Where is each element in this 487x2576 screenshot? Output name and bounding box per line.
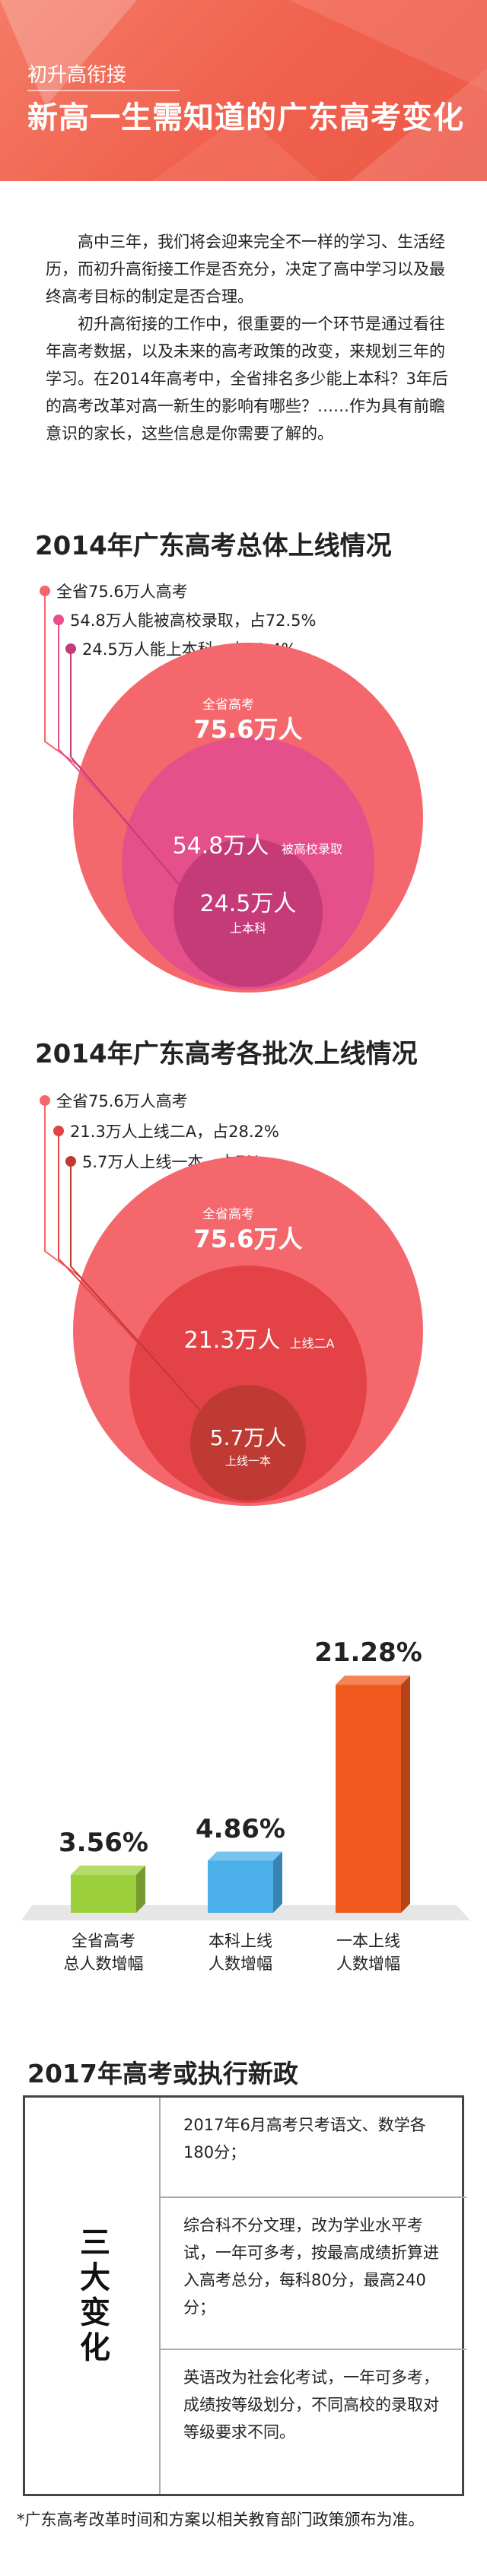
section1-title: 2014年广东高考总体上线情况 [35,531,392,561]
callout-text: 21.3万人上线二A，占28.2% [70,1123,279,1141]
inner-circle [190,1385,306,1501]
policy-title: 2017年高考或执行新政 [27,2059,298,2088]
bar-category-label: 全省高考 总人数增幅 [63,1932,144,1973]
outer-value: 75.6万人 [194,1224,303,1253]
section2-title: 2014年广东高考各批次上线情况 [35,1039,418,1069]
middle-circle [129,1266,367,1503]
bar-side [136,1865,145,1913]
header-banner: 初升高衔接 新高一生需知道的广东高考变化 [0,0,487,181]
outer-value: 75.6万人 [194,715,303,744]
side-label-text: 三大变化 [75,2225,110,2366]
inner-label: 上线一本 [225,1454,271,1468]
outer-label: 全省高考 [202,697,254,713]
middle-label: 上线二A [290,1336,335,1351]
leader-line [70,644,191,898]
header-title: 新高一生需知道的广东高考变化 [27,100,464,135]
growth-bar-chart [21,1676,470,1920]
bar-top [208,1851,282,1861]
intro-text: 高中三年，我们将会迎来完全不一样的学习、生活经历，而初升高衔接工作是否充分，决定… [46,228,457,447]
inner-label: 上本科 [230,921,266,935]
section1-circle-diagram: 全省高考 75.6万人 54.8万人 被高校录取 24.5万人 上本科 [44,586,423,993]
bar-value-label: 3.56% [59,1827,148,1858]
callout-text: 54.8万人能被高校录取，占72.5% [70,611,317,630]
leader-line [44,586,136,807]
middle-value: 21.3万人 [184,1327,281,1354]
decorative-triangles [0,0,487,181]
bar-category-label: 一本上线 人数增幅 [336,1932,400,1973]
section2-callout-2a: 21.3万人上线二A，占28.2% [53,1120,279,1142]
bar-side [401,1676,410,1913]
section2-circle-diagram: 全省高考 75.6万人 21.3万人 上线二A 5.7万人 上线一本 [44,1096,423,1506]
callout-text: 全省75.6万人高考 [56,583,188,601]
bar-value-label: 21.28% [314,1637,422,1669]
policy-side-label: 三大变化 [25,2098,161,2494]
bar [336,1685,401,1913]
intro-paragraph: 初升高衔接的工作中，很重要的一个环节是通过看往年高考数据，以及未来的高考政策的改… [46,315,448,443]
inner-circle [173,838,323,987]
middle-value: 54.8万人 [173,833,269,859]
bar-top [71,1865,145,1875]
bars-group [71,1676,410,1913]
bar [71,1874,136,1913]
policy-item: 综合科不分文理，改为学业水平考试，一年可多考，按最高成绩折算进入高考总分，每科8… [161,2196,466,2349]
bar-side [273,1851,282,1913]
header-subtitle: 初升高衔接 [27,64,127,87]
section2-callout-total: 全省75.6万人高考 [40,1089,188,1112]
leader-line [58,1126,149,1355]
bar-category-label: 本科上线 人数增幅 [208,1932,272,1973]
policy-item: 英语改为社会化考试，一年可多考，成绩按等级划分，不同高校的录取对等级要求不同。 [161,2349,466,2494]
leader-line [70,1157,205,1415]
policy-item: 2017年6月高考只考语文、数学各180分； [183,2116,426,2161]
middle-label: 被高校录取 [282,842,342,856]
header-divider [27,90,180,91]
section1-callout-admitted: 54.8万人能被高校录取，占72.5% [53,608,316,631]
leader-line [44,1096,134,1317]
outer-label: 全省高考 [202,1207,254,1222]
bar [208,1860,273,1913]
policy-table: 三大变化 2017年6月高考只考语文、数学各180分； 综合科不分文理，改为学业… [23,2095,466,2496]
inner-value: 5.7万人 [210,1425,287,1450]
bar-top [336,1676,410,1685]
intro-paragraph: 高中三年，我们将会迎来完全不一样的学习、生活经历，而初升高衔接工作是否充分，决定… [46,233,445,306]
callout-text: 全省75.6万人高考 [56,1092,188,1110]
footnote: *广东高考改革时间和方案以相关教育部门政策颁布为准。 [17,2511,425,2529]
bar-value-label: 4.86% [196,1813,285,1844]
inner-value: 24.5万人 [200,891,297,917]
